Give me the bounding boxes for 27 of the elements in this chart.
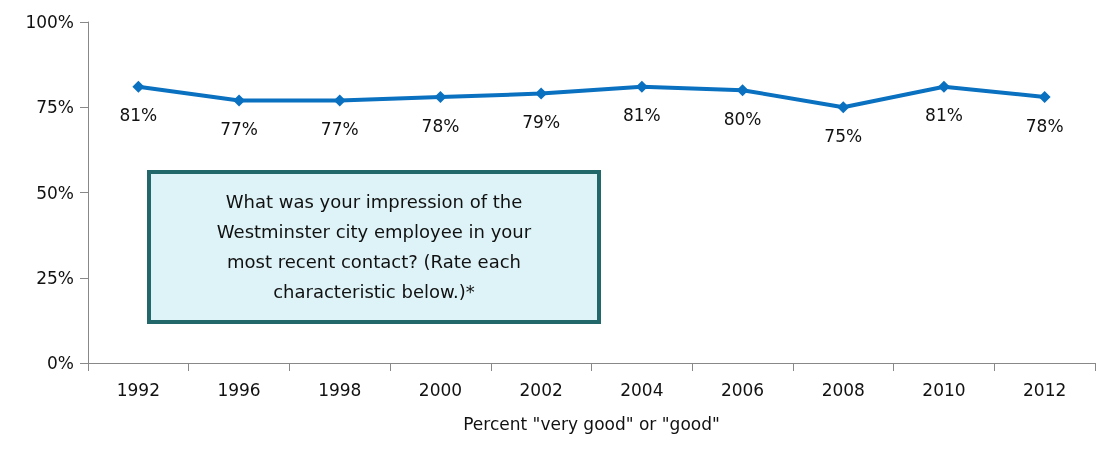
data-label: 78% — [1025, 115, 1064, 136]
text-box: What was your impression of the Westminster city employee in your most recent contact? (Rate each characteristic below.)* — [147, 170, 601, 324]
x-tick-label: 1992 — [116, 379, 160, 400]
y-tick-label: 0% — [47, 353, 74, 373]
x-axis-title: Percent "very good" or "good" — [463, 413, 720, 434]
x-tick-label: 1996 — [217, 379, 261, 400]
data-label: 77% — [320, 118, 359, 139]
x-tick-label: 2012 — [1023, 379, 1067, 400]
data-label: 78% — [421, 115, 460, 136]
data-label: 81% — [925, 105, 963, 126]
y-tick-label: 25% — [36, 267, 74, 288]
data-label: 75% — [824, 125, 863, 146]
data-label: 81% — [119, 105, 158, 126]
x-tick-label: 2004 — [620, 379, 664, 400]
x-tick-label: 2010 — [922, 379, 966, 400]
data-label: 77% — [220, 118, 258, 139]
data-label: 80% — [723, 108, 762, 129]
y-tick-label: 100% — [25, 12, 74, 32]
x-tick-label: 2008 — [821, 379, 865, 400]
data-label: 81% — [622, 105, 661, 126]
data-label: 79% — [522, 112, 561, 133]
y-tick-label: 75% — [36, 97, 74, 118]
x-tick-label: 1998 — [318, 379, 362, 400]
x-tick-label: 2002 — [519, 379, 563, 400]
x-tick-label: 2006 — [720, 379, 765, 400]
y-tick-label: 50% — [36, 182, 74, 203]
x-tick-label: 2000 — [418, 379, 463, 400]
